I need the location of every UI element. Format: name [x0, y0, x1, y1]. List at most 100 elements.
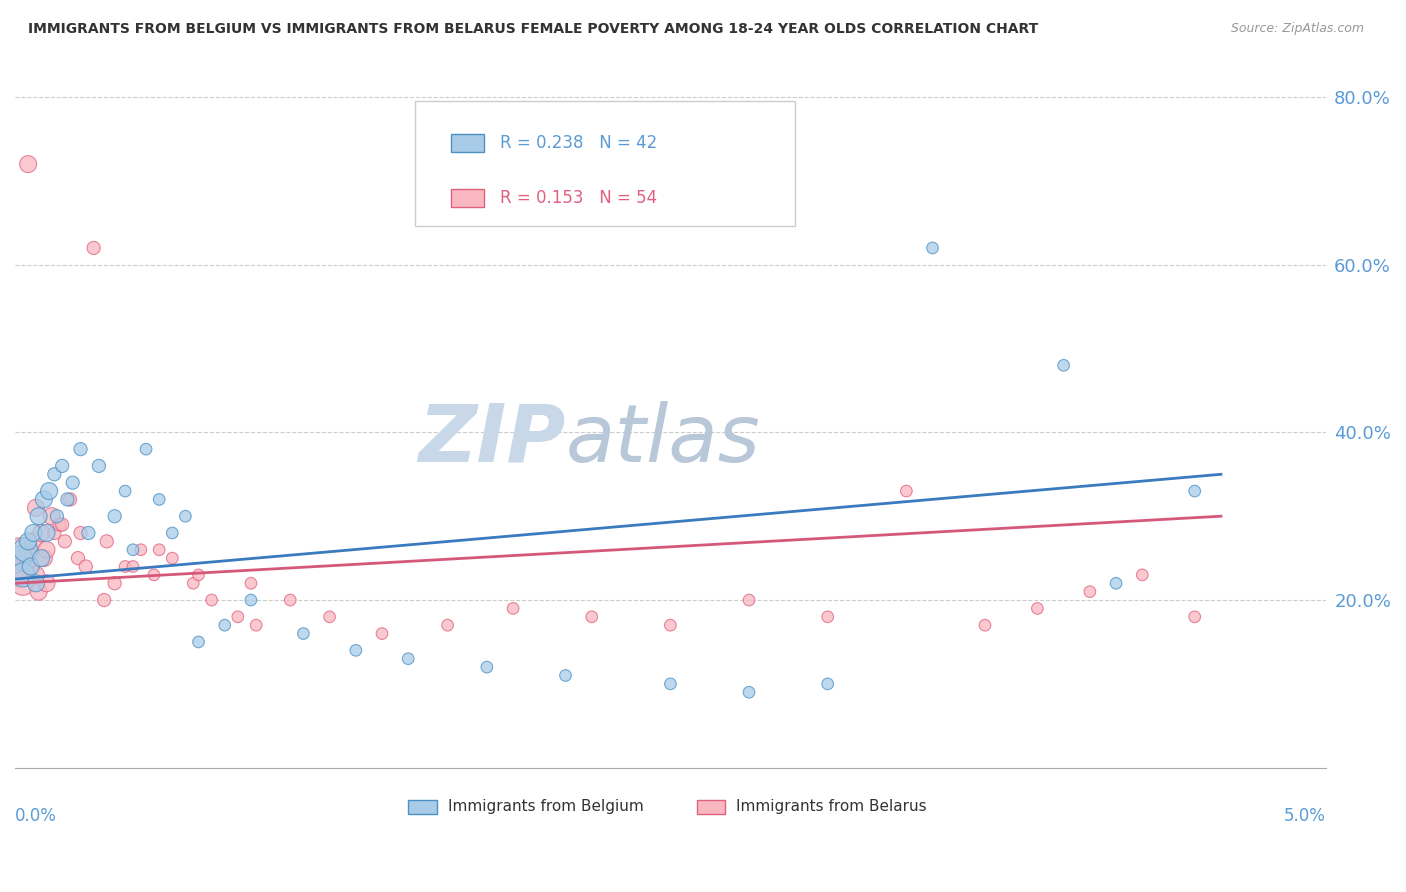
Point [292, 626, 315, 640]
Point [17, 534, 39, 549]
Text: 0.0%: 0.0% [15, 807, 56, 825]
Point [35, 542, 58, 557]
Point [581, 609, 603, 624]
Point [122, 542, 145, 557]
Point [1078, 584, 1101, 599]
Point [738, 685, 761, 699]
Point [436, 618, 458, 632]
Point [8, 551, 31, 566]
Point [27, 584, 49, 599]
Point [104, 576, 127, 591]
Point [75, 559, 97, 574]
Point [1130, 567, 1153, 582]
Point [20, 559, 42, 574]
Point [114, 484, 136, 499]
Point [817, 677, 839, 691]
FancyBboxPatch shape [408, 800, 437, 814]
Point [41, 509, 63, 524]
Point [77, 526, 100, 541]
Point [148, 492, 170, 507]
Text: atlas: atlas [565, 401, 761, 479]
Point [14, 551, 37, 566]
Point [239, 576, 262, 591]
Point [35, 576, 58, 591]
Point [475, 660, 498, 674]
Point [83, 241, 105, 255]
Point [69, 526, 91, 541]
Point [93, 593, 115, 607]
Point [20, 559, 42, 574]
Text: IMMIGRANTS FROM BELGIUM VS IMMIGRANTS FROM BELARUS FEMALE POVERTY AMONG 18-24 YE: IMMIGRANTS FROM BELGIUM VS IMMIGRANTS FR… [28, 22, 1039, 37]
Text: 5.0%: 5.0% [1284, 807, 1326, 825]
Point [344, 643, 367, 657]
Point [974, 618, 997, 632]
Point [122, 559, 145, 574]
Point [214, 618, 236, 632]
Point [659, 677, 682, 691]
Point [135, 442, 157, 457]
Text: Immigrants from Belarus: Immigrants from Belarus [735, 799, 927, 814]
FancyBboxPatch shape [451, 189, 484, 207]
Point [51, 458, 73, 473]
Text: R = 0.153   N = 54: R = 0.153 N = 54 [501, 188, 657, 207]
Point [25, 567, 48, 582]
Text: Immigrants from Belgium: Immigrants from Belgium [447, 799, 644, 814]
Point [659, 618, 682, 632]
Point [396, 651, 419, 665]
Point [96, 534, 118, 549]
Point [35, 526, 58, 541]
Point [921, 241, 943, 255]
Point [51, 517, 73, 532]
Point [44, 526, 66, 541]
Point [56, 492, 79, 507]
Point [738, 593, 761, 607]
Point [502, 601, 524, 615]
Point [66, 551, 89, 566]
Point [48, 517, 70, 532]
Point [59, 492, 82, 507]
Point [17, 157, 39, 171]
Point [278, 593, 301, 607]
Point [1052, 359, 1074, 373]
Point [162, 551, 184, 566]
Point [7, 567, 30, 582]
Point [62, 475, 84, 490]
Point [187, 567, 209, 582]
Point [32, 492, 55, 507]
Point [114, 559, 136, 574]
Point [38, 484, 60, 499]
Point [87, 458, 110, 473]
Text: Source: ZipAtlas.com: Source: ZipAtlas.com [1230, 22, 1364, 36]
Point [22, 534, 45, 549]
Point [896, 484, 918, 499]
Point [11, 567, 34, 582]
Point [181, 576, 204, 591]
Point [1026, 601, 1049, 615]
Point [226, 609, 249, 624]
Text: R = 0.238   N = 42: R = 0.238 N = 42 [501, 134, 657, 152]
Point [44, 467, 66, 482]
FancyBboxPatch shape [415, 102, 794, 227]
Point [69, 442, 91, 457]
Point [318, 609, 340, 624]
Point [245, 618, 267, 632]
Point [46, 509, 69, 524]
Point [142, 567, 165, 582]
Point [1184, 609, 1206, 624]
Point [174, 509, 197, 524]
Point [27, 509, 49, 524]
Point [817, 609, 839, 624]
Point [129, 542, 152, 557]
Text: ZIP: ZIP [418, 401, 565, 479]
Point [148, 542, 170, 557]
Point [1105, 576, 1128, 591]
Point [201, 593, 224, 607]
FancyBboxPatch shape [451, 134, 484, 152]
Point [22, 526, 45, 541]
Point [32, 551, 55, 566]
Point [30, 551, 52, 566]
FancyBboxPatch shape [696, 800, 725, 814]
Point [11, 576, 34, 591]
Point [371, 626, 394, 640]
Point [30, 526, 52, 541]
